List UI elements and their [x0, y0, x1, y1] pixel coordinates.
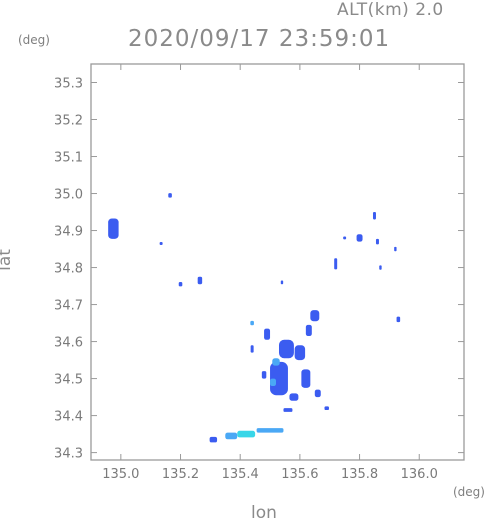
y-tick-label: 35.0 [54, 188, 83, 203]
y-tick-label: 35.2 [54, 114, 83, 129]
y-tick-label: 34.3 [54, 447, 83, 462]
x-axis-label: lon [251, 503, 277, 523]
echo-cell [159, 242, 163, 245]
echo-cell [394, 246, 397, 252]
echo-cell [280, 280, 284, 285]
echo-cell [314, 389, 321, 398]
x-tick-label: 136.0 [401, 467, 438, 482]
echo-cell [310, 310, 320, 322]
plot-frame [90, 63, 465, 461]
y-tick-label: 35.1 [54, 151, 83, 166]
echo-cell [256, 428, 284, 433]
echo-cell [270, 378, 277, 386]
echo-cell [250, 320, 254, 326]
x-tick-label: 135.8 [341, 467, 378, 482]
y-unit-label: (deg) [18, 33, 50, 47]
y-tick-label: 34.4 [54, 410, 83, 425]
echo-cell [372, 212, 376, 220]
echo-cell [305, 324, 312, 337]
echo-cell [225, 432, 238, 440]
echo-cell [108, 218, 119, 239]
timestamp-title: 2020/09/17 23:59:01 [128, 26, 391, 52]
echo-cell [250, 345, 254, 353]
echo-cell [264, 328, 271, 340]
y-tick-label: 34.8 [54, 262, 83, 277]
echo-cell [324, 406, 329, 411]
echo-cell [379, 265, 382, 270]
echo-cell [272, 358, 280, 366]
echo-cell [294, 345, 306, 361]
echo-cell [278, 339, 294, 359]
axis-ticks: 135.0 135.2 135.4 135.6 135.8 136.0 34.3 34.4 34… [54, 64, 464, 482]
echo-cell [283, 408, 293, 412]
altitude-label: ALT(km) 2.0 [337, 0, 444, 20]
echo-cell [168, 193, 172, 198]
echo-cell [289, 393, 299, 401]
echo-cell [375, 238, 379, 245]
x-tick-label: 135.0 [102, 467, 139, 482]
x-tick-label: 135.6 [281, 467, 318, 482]
x-tick-label: 135.2 [162, 467, 199, 482]
echo-cell [178, 281, 183, 287]
y-tick-label: 35.3 [54, 77, 83, 92]
echo-cells [108, 193, 401, 443]
y-tick-label: 34.7 [54, 299, 83, 314]
y-tick-label: 34.5 [54, 373, 83, 388]
echo-cell [237, 430, 256, 438]
y-tick-label: 34.9 [54, 225, 83, 240]
echo-cell [396, 316, 401, 323]
echo-cell [197, 276, 203, 285]
echo-cell [270, 361, 288, 396]
echo-cell [343, 236, 347, 240]
x-tick-label: 135.4 [222, 467, 259, 482]
echo-cell [334, 258, 338, 270]
echo-cell [301, 369, 311, 388]
x-unit-label: (deg) [453, 485, 485, 499]
y-tick-label: 34.6 [54, 336, 83, 351]
echo-cell [356, 234, 363, 242]
echo-cell [209, 436, 218, 443]
echo-cell [261, 371, 267, 379]
